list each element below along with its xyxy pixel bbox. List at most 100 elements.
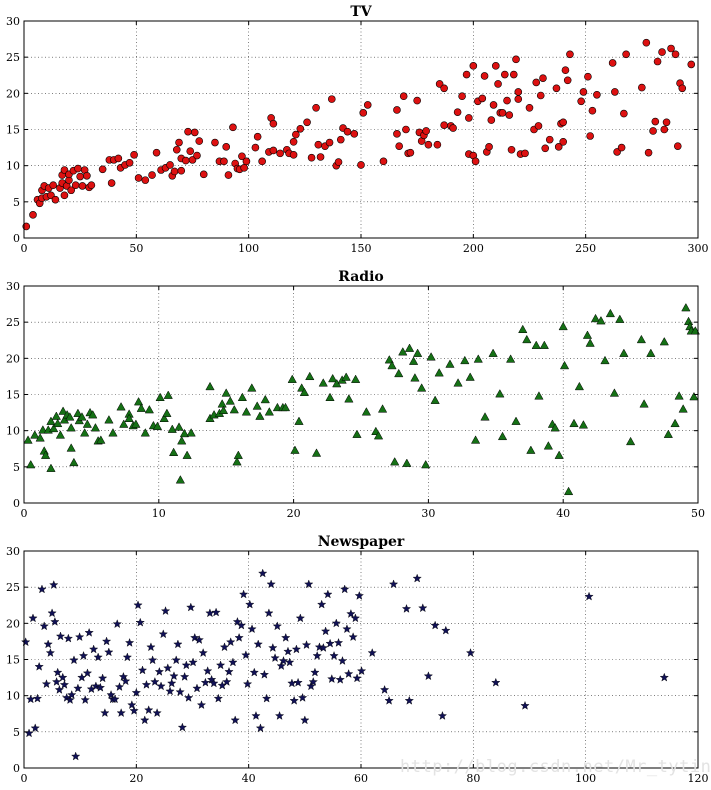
- newspaper-data-point: [268, 643, 278, 652]
- tv-y-tick-label: 5: [13, 196, 20, 209]
- radio-data-point: [506, 354, 516, 363]
- radio-data-point: [40, 450, 51, 459]
- tv-data-point: [453, 108, 462, 116]
- newspaper-data-point: [329, 651, 339, 660]
- radio-data-point: [23, 435, 33, 444]
- newspaper-data-point: [241, 650, 251, 660]
- tv-data-point: [424, 140, 433, 149]
- radio-data-point: [252, 401, 262, 410]
- radio-data-point: [511, 416, 521, 425]
- radio-data-point: [402, 458, 412, 467]
- newspaper-y-tick-label: 5: [13, 726, 20, 739]
- radio-data-point: [426, 352, 436, 361]
- tv-data-point: [662, 118, 671, 127]
- tv-data-point: [307, 153, 316, 162]
- newspaper-data-point: [342, 624, 352, 634]
- tv-data-point: [238, 152, 246, 161]
- radio-data-point: [294, 416, 304, 425]
- newspaper-data-point: [211, 607, 221, 617]
- tv-data-point: [170, 167, 179, 176]
- newspaper-data-point: [198, 648, 208, 657]
- radio-y-tick-label: 20: [6, 352, 20, 365]
- tv-data-point: [177, 166, 186, 175]
- newspaper-data-point: [180, 671, 190, 681]
- tv-data-point: [487, 116, 496, 124]
- tv-x-tick-label: 150: [351, 242, 372, 255]
- tv-data-point: [620, 109, 628, 118]
- radio-data-point: [174, 422, 184, 431]
- tv-data-point: [642, 38, 651, 47]
- tv-data-point: [440, 121, 448, 129]
- radio-data-point: [625, 436, 636, 446]
- radio-data-point: [659, 336, 669, 346]
- radio-data-point: [421, 459, 431, 469]
- radio-grid: [24, 286, 698, 503]
- newspaper-data-point: [352, 673, 362, 683]
- tv-data-point: [393, 130, 401, 138]
- radio-data-point: [341, 372, 351, 381]
- newspaper-data-point: [430, 620, 440, 630]
- tv-data-point: [134, 174, 143, 182]
- newspaper-data-point: [310, 667, 320, 677]
- tv-data-point: [559, 118, 568, 127]
- tv-data-point: [458, 92, 466, 101]
- radio-x-tick-label: 0: [21, 507, 28, 520]
- radio-data-point: [585, 338, 595, 347]
- radio-data-point: [186, 428, 196, 437]
- radio-data-point: [69, 457, 79, 467]
- tv-data-point: [258, 157, 266, 166]
- newspaper-data-point: [200, 677, 211, 687]
- tv-data-point: [296, 124, 305, 133]
- radio-data-point: [116, 402, 126, 411]
- radio-data-point: [689, 391, 699, 401]
- newspaper-data-point: [249, 667, 259, 677]
- newspaper-data-point: [281, 632, 291, 642]
- newspaper-data-point: [289, 695, 299, 705]
- tv-data-point: [325, 138, 334, 147]
- tv-x-tick-label: 100: [238, 242, 259, 255]
- newspaper-data-point: [65, 695, 75, 704]
- radio-data-point: [162, 408, 172, 417]
- radio-data-point: [600, 355, 610, 365]
- tv-data-point: [678, 84, 687, 93]
- newspaper-data-point: [388, 579, 399, 589]
- radio-data-point: [124, 413, 134, 422]
- newspaper-title: Newspaper: [318, 534, 405, 550]
- tv-data-point: [507, 145, 516, 154]
- tv-y-tick-label: 25: [6, 51, 20, 64]
- newspaper-data-point: [304, 579, 314, 589]
- tv-y-tick-label: 10: [6, 160, 20, 173]
- newspaper-data-point: [97, 673, 108, 683]
- newspaper-data-point: [82, 668, 93, 678]
- tv-data-point: [74, 164, 82, 173]
- radio-data-point: [108, 428, 118, 437]
- newspaper-data-point: [465, 648, 476, 657]
- tv-data-point: [29, 211, 37, 219]
- tv-data-point: [512, 55, 520, 64]
- radio-data-point: [678, 404, 688, 413]
- radio-data-point: [264, 407, 274, 416]
- radio-data-point: [582, 330, 593, 339]
- newspaper-data-point: [165, 686, 175, 696]
- newspaper-data-point: [205, 608, 215, 618]
- radio-data-point: [531, 340, 541, 349]
- newspaper-data-point: [354, 590, 364, 600]
- newspaper-data-point: [59, 679, 70, 689]
- radio-data-point: [80, 428, 90, 437]
- tv-x-tick-label: 300: [688, 242, 709, 255]
- radio-data-point: [543, 441, 553, 450]
- radio-data-point: [144, 404, 154, 414]
- newspaper-data-point: [308, 677, 318, 686]
- newspaper-data-point: [152, 708, 162, 717]
- tv-y-tick-label: 0: [13, 232, 20, 245]
- tv-data-point: [521, 149, 529, 158]
- newspaper-data-point: [150, 677, 160, 686]
- radio-x-tick-label: 10: [152, 507, 166, 520]
- newspaper-data-point: [41, 679, 52, 689]
- newspaper-data-point: [186, 602, 196, 612]
- newspaper-data-point: [32, 693, 43, 703]
- tv-data-point: [316, 153, 325, 161]
- tv-data-point: [638, 83, 646, 92]
- radio-data-point: [615, 314, 625, 323]
- newspaper-data-point: [251, 711, 261, 720]
